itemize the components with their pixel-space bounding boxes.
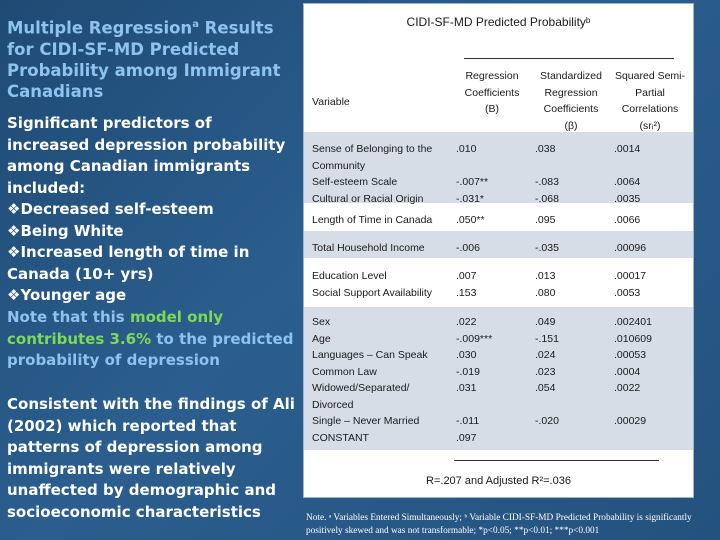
- value-cell-b: -.007**: [456, 176, 489, 188]
- variable-cell: Community: [312, 159, 366, 172]
- predictors-intro: Significant predictors of increased depr…: [7, 114, 286, 197]
- header-divider: [464, 58, 674, 59]
- value-cell-beta: -.151: [535, 332, 559, 345]
- value-cell-beta: .049: [535, 316, 556, 328]
- value-cell-b: .050**: [456, 214, 485, 226]
- value-cell-b: -.019: [456, 365, 480, 378]
- value-cell-sr: .00096: [614, 242, 647, 254]
- value-cell-beta: .023: [535, 365, 556, 378]
- col-header-b: Regression Coefficients (B): [464, 70, 520, 115]
- value-cell-b: .097: [456, 431, 477, 444]
- predictor-item: Younger age: [7, 285, 297, 307]
- value-cell-beta: .024: [535, 349, 556, 361]
- r-squared-line: R=.207 and Adjusted R²=.036: [426, 475, 571, 487]
- variable-cell: Self-esteem Scale: [312, 176, 398, 188]
- predictor-item: Being White: [7, 221, 297, 243]
- value-cell-b: .153: [456, 286, 477, 299]
- value-cell-b: .007: [456, 270, 477, 282]
- variable-header: Variable: [312, 96, 350, 108]
- value-cell-beta: .095: [535, 214, 556, 226]
- predictor-item: Increased length of time in Canada (10+ …: [7, 242, 297, 285]
- table-header: CIDI-SF-MD Predicted Probabilityᵇ: [406, 15, 591, 29]
- value-cell-beta: .013: [535, 270, 556, 282]
- row-shade: [304, 231, 693, 258]
- value-cell-b: .022: [456, 316, 477, 328]
- value-cell-beta: -.068: [535, 192, 559, 205]
- col-header-sr: Squared Semi- Partial Correlations (srᵢ²): [614, 70, 686, 132]
- value-cell-beta: .054: [535, 382, 556, 394]
- regression-table: CIDI-SF-MD Predicted Probabilityᵇ Variab…: [303, 3, 694, 498]
- value-cell-beta: -.020: [535, 415, 559, 427]
- predictor-item: Decreased self-esteem: [7, 199, 297, 221]
- value-cell-sr: .00017: [614, 270, 647, 282]
- variable-cell: Education Level: [312, 270, 387, 282]
- value-cell-beta: .080: [535, 286, 556, 299]
- value-cell-sr: .0066: [614, 214, 641, 226]
- predictors-block: Significant predictors of increased depr…: [7, 113, 297, 307]
- value-cell-b: -.006: [456, 242, 480, 254]
- value-cell-b: -.009***: [456, 332, 493, 345]
- value-cell-b: .031: [456, 382, 477, 394]
- value-cell-sr: .00053: [614, 349, 647, 361]
- variable-cell: Sense of Belonging to the: [312, 143, 433, 155]
- value-cell-beta: .038: [535, 143, 556, 155]
- value-cell-beta: -.035: [535, 242, 559, 254]
- variable-cell: Length of Time in Canada: [312, 214, 433, 226]
- row-shade: [304, 132, 693, 203]
- variable-cell: Social Support Availability: [312, 286, 433, 299]
- value-cell-b: -.031*: [456, 192, 485, 205]
- value-cell-sr: .0004: [614, 365, 641, 378]
- row-shade: [304, 307, 693, 450]
- value-cell-sr: .0053: [614, 286, 641, 299]
- value-cell-sr: .010609: [614, 332, 652, 345]
- value-cell-sr: .0022: [614, 382, 641, 394]
- value-cell-beta: -.083: [535, 176, 559, 188]
- value-cell-sr: .0064: [614, 176, 641, 188]
- variable-cell: Cultural or Racial Origin: [312, 192, 424, 205]
- variable-cell: Total Household Income: [312, 242, 425, 254]
- model-note: Note that this model only contributes 3.…: [7, 308, 294, 369]
- table-bottom-divider: [454, 460, 659, 461]
- variable-cell: Age: [312, 332, 331, 345]
- variable-cell: CONSTANT: [312, 431, 369, 444]
- value-cell-sr: .00029: [614, 415, 647, 427]
- variable-cell: Sex: [312, 316, 331, 328]
- value-cell-b: -.011: [456, 415, 480, 427]
- variable-cell: Common Law: [312, 365, 377, 378]
- value-cell-sr: .002401: [614, 316, 652, 328]
- variable-cell: Divorced: [312, 398, 354, 411]
- consistent-text: Consistent with the findings of Ali (200…: [7, 395, 295, 521]
- value-cell-b: .010: [456, 143, 477, 155]
- col-header-beta: Standardized Regression Coefficients (β): [540, 70, 602, 132]
- footnote: Note. ᵃ Variables Entered Simultaneously…: [306, 513, 692, 536]
- variable-cell: Languages – Can Speak: [312, 349, 428, 361]
- slide-title: Multiple Regressiona Results for CIDI-SF…: [7, 18, 281, 101]
- value-cell-sr: .0035: [614, 192, 641, 205]
- value-cell-sr: .0014: [614, 143, 641, 155]
- variable-cell: Widowed/Separated/: [312, 382, 410, 394]
- variable-cell: Single – Never Married: [312, 415, 420, 427]
- value-cell-b: .030: [456, 349, 477, 361]
